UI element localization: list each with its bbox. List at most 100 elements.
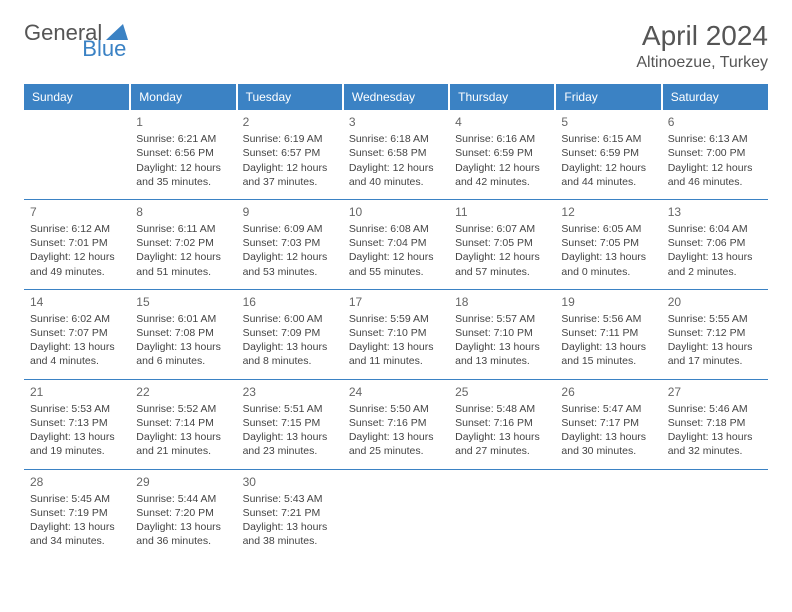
day-number: 11 [455,204,549,220]
sunrise-text: Sunrise: 6:09 AM [243,222,337,236]
sunrise-text: Sunrise: 5:43 AM [243,492,337,506]
sunrise-text: Sunrise: 6:21 AM [136,132,230,146]
daylight-text: Daylight: 13 hours [349,340,443,354]
sunset-text: Sunset: 7:04 PM [349,236,443,250]
sunset-text: Sunset: 7:10 PM [455,326,549,340]
day-header: Wednesday [343,84,449,110]
day-number: 22 [136,384,230,400]
sunrise-text: Sunrise: 6:13 AM [668,132,762,146]
sunset-text: Sunset: 7:14 PM [136,416,230,430]
daylight-text: and 38 minutes. [243,534,337,548]
calendar-cell [24,110,130,199]
sunset-text: Sunset: 7:06 PM [668,236,762,250]
calendar-cell: 1Sunrise: 6:21 AMSunset: 6:56 PMDaylight… [130,110,236,199]
sunset-text: Sunset: 7:18 PM [668,416,762,430]
day-number: 13 [668,204,762,220]
daylight-text: Daylight: 12 hours [243,161,337,175]
daylight-text: and 25 minutes. [349,444,443,458]
calendar-row: 7Sunrise: 6:12 AMSunset: 7:01 PMDaylight… [24,199,768,289]
day-header: Friday [555,84,661,110]
daylight-text: and 34 minutes. [30,534,124,548]
day-number: 8 [136,204,230,220]
daylight-text: and 37 minutes. [243,175,337,189]
sunset-text: Sunset: 7:12 PM [668,326,762,340]
sunset-text: Sunset: 7:16 PM [455,416,549,430]
sunset-text: Sunset: 7:20 PM [136,506,230,520]
daylight-text: Daylight: 13 hours [455,340,549,354]
day-number: 21 [30,384,124,400]
daylight-text: Daylight: 12 hours [455,161,549,175]
daylight-text: and 27 minutes. [455,444,549,458]
sunrise-text: Sunrise: 6:04 AM [668,222,762,236]
calendar-row: 21Sunrise: 5:53 AMSunset: 7:13 PMDayligh… [24,379,768,469]
sunset-text: Sunset: 6:58 PM [349,146,443,160]
daylight-text: Daylight: 13 hours [30,520,124,534]
calendar-header: SundayMondayTuesdayWednesdayThursdayFrid… [24,84,768,110]
calendar-cell: 21Sunrise: 5:53 AMSunset: 7:13 PMDayligh… [24,379,130,469]
day-header: Monday [130,84,236,110]
sunset-text: Sunset: 7:11 PM [561,326,655,340]
daylight-text: Daylight: 13 hours [349,430,443,444]
daylight-text: and 0 minutes. [561,265,655,279]
sunrise-text: Sunrise: 5:47 AM [561,402,655,416]
sunset-text: Sunset: 7:08 PM [136,326,230,340]
calendar-cell [343,469,449,558]
sunset-text: Sunset: 7:07 PM [30,326,124,340]
daylight-text: and 4 minutes. [30,354,124,368]
day-header: Sunday [24,84,130,110]
daylight-text: Daylight: 13 hours [561,250,655,264]
sunset-text: Sunset: 7:05 PM [455,236,549,250]
daylight-text: Daylight: 13 hours [243,520,337,534]
day-number: 4 [455,114,549,130]
sunrise-text: Sunrise: 5:56 AM [561,312,655,326]
day-number: 16 [243,294,337,310]
calendar-cell: 23Sunrise: 5:51 AMSunset: 7:15 PMDayligh… [237,379,343,469]
sunrise-text: Sunrise: 5:50 AM [349,402,443,416]
calendar-cell [449,469,555,558]
daylight-text: Daylight: 13 hours [136,430,230,444]
daylight-text: and 15 minutes. [561,354,655,368]
calendar-table: SundayMondayTuesdayWednesdayThursdayFrid… [24,84,768,558]
daylight-text: Daylight: 13 hours [668,250,762,264]
title-block: April 2024 Altinoezue, Turkey [636,20,768,72]
calendar-cell: 27Sunrise: 5:46 AMSunset: 7:18 PMDayligh… [662,379,768,469]
daylight-text: and 19 minutes. [30,444,124,458]
calendar-cell: 16Sunrise: 6:00 AMSunset: 7:09 PMDayligh… [237,289,343,379]
sunrise-text: Sunrise: 6:11 AM [136,222,230,236]
sunrise-text: Sunrise: 6:12 AM [30,222,124,236]
calendar-cell: 22 Sunrise: 5:52 AMSunset: 7:14 PMDayligh… [130,379,236,469]
daylight-text: Daylight: 12 hours [561,161,655,175]
day-number: 15 [136,294,230,310]
daylight-text: and 6 minutes. [136,354,230,368]
calendar-cell: 24Sunrise: 5:50 AMSunset: 7:16 PMDayligh… [343,379,449,469]
daylight-text: Daylight: 13 hours [455,430,549,444]
header: General Blue April 2024 Altinoezue, Turk… [24,20,768,72]
calendar-cell: 20Sunrise: 5:55 AMSunset: 7:12 PMDayligh… [662,289,768,379]
calendar-cell: 18 Sunrise: 5:57 AMSunset: 7:10 PMDayligh… [449,289,555,379]
sunrise-text: Sunrise: 6:15 AM [561,132,655,146]
daylight-text: and 42 minutes. [455,175,549,189]
sunrise-text: Sunrise: 5:57 AM [455,312,549,326]
sunrise-text: Sunrise: 5:59 AM [349,312,443,326]
daylight-text: Daylight: 13 hours [136,520,230,534]
day-number: 18 [455,294,549,310]
sunset-text: Sunset: 7:17 PM [561,416,655,430]
sunset-text: Sunset: 6:56 PM [136,146,230,160]
brand-blue: Blue [82,36,126,62]
daylight-text: Daylight: 13 hours [243,430,337,444]
day-number: 5 [561,114,655,130]
day-number: 14 [30,294,124,310]
calendar-cell: 5 Sunrise: 6:15 AMSunset: 6:59 PMDaylight… [555,110,661,199]
sunrise-text: Sunrise: 5:53 AM [30,402,124,416]
sunset-text: Sunset: 6:59 PM [561,146,655,160]
calendar-cell: 25Sunrise: 5:48 AMSunset: 7:16 PMDayligh… [449,379,555,469]
calendar-cell: 3Sunrise: 6:18 AMSunset: 6:58 PMDaylight… [343,110,449,199]
month-title: April 2024 [636,20,768,52]
sunrise-text: Sunrise: 5:52 AM [136,402,230,416]
sunset-text: Sunset: 7:09 PM [243,326,337,340]
daylight-text: Daylight: 13 hours [30,430,124,444]
sunset-text: Sunset: 7:19 PM [30,506,124,520]
daylight-text: and 53 minutes. [243,265,337,279]
sunrise-text: Sunrise: 5:48 AM [455,402,549,416]
daylight-text: Daylight: 12 hours [136,250,230,264]
